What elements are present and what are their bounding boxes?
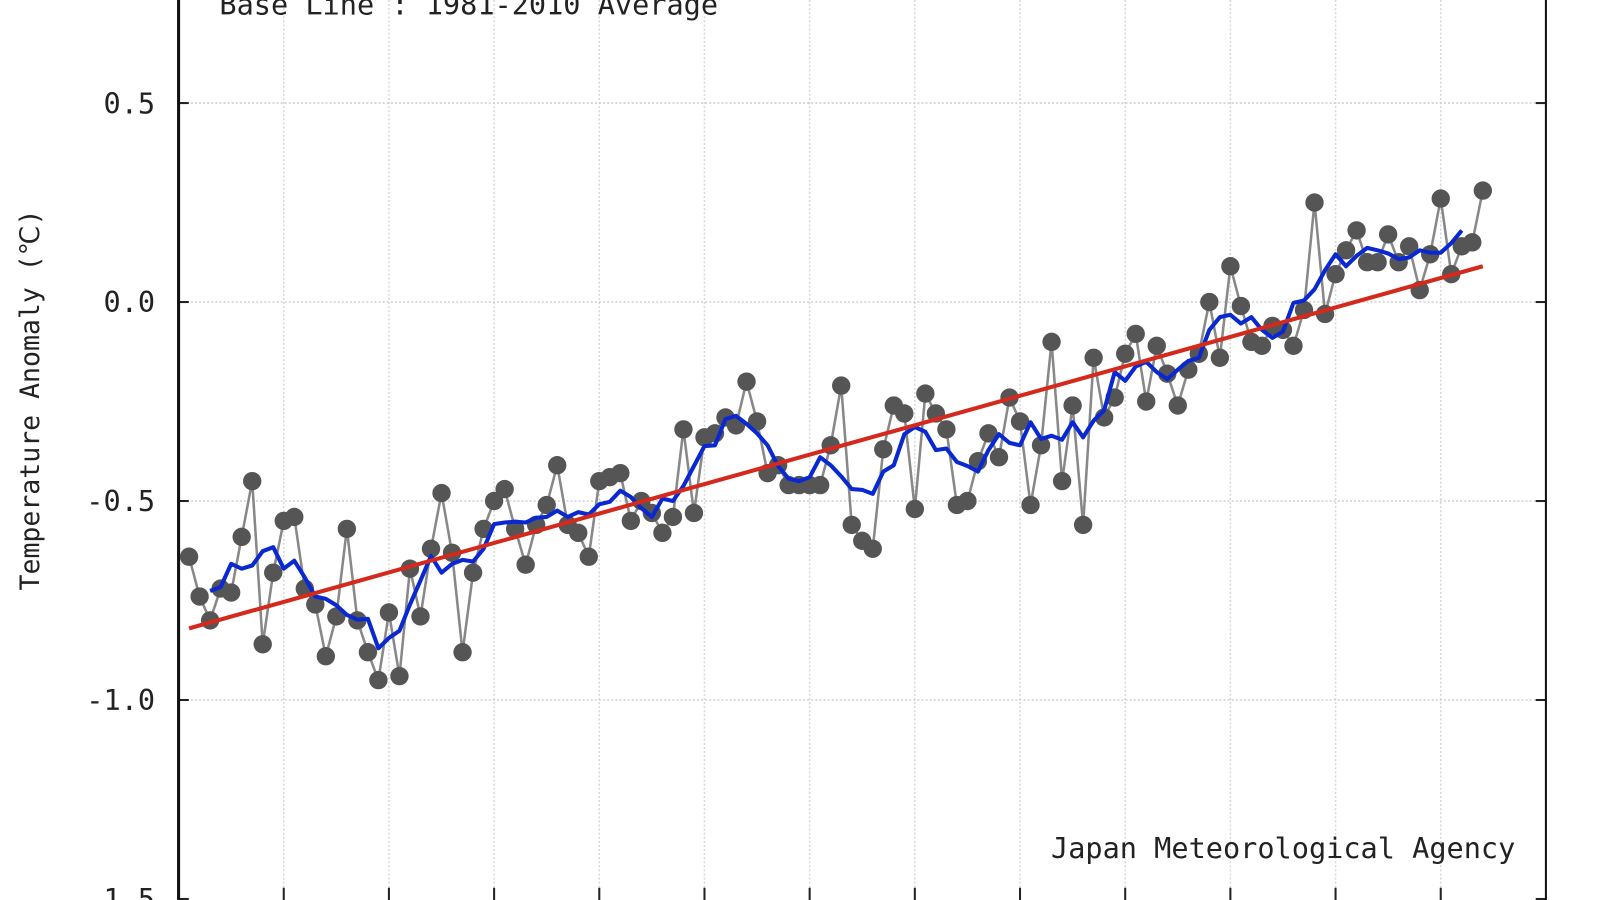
annual-anomaly-point (243, 471, 262, 491)
y-tick-label: -1.0 (86, 683, 155, 717)
annual-anomaly-point (1252, 336, 1272, 355)
annual-anomaly-point (484, 491, 504, 511)
annual-anomaly-point (1221, 257, 1240, 276)
annual-anomaly-point (369, 670, 388, 690)
y-axis-label: Temperature Anomaly (℃) (15, 210, 46, 591)
annual-anomaly-point (285, 507, 304, 527)
annual-anomaly-point (264, 563, 283, 582)
annual-anomaly-point (989, 448, 1009, 467)
annual-anomaly-point (1021, 495, 1040, 515)
annual-anomaly-point (1473, 181, 1492, 200)
annual-anomaly-point (253, 635, 272, 654)
annual-anomaly-point (1200, 292, 1219, 312)
annual-anomaly-point (179, 547, 199, 566)
annual-anomaly-point (411, 607, 430, 626)
source-annotation: Japan Meteorological Agency (1051, 831, 1515, 865)
annual-anomaly-point (1126, 324, 1145, 344)
annual-anomaly-point (1042, 332, 1061, 352)
annual-anomaly-point (842, 515, 861, 535)
annual-anomaly-point (653, 523, 672, 543)
annual-anomaly-point (505, 519, 525, 539)
annual-anomaly-point (1168, 396, 1187, 415)
annual-anomaly-point (421, 539, 441, 558)
annual-anomaly-point (747, 412, 767, 431)
annual-anomaly-point (579, 547, 598, 566)
annual-anomaly-point (453, 643, 472, 662)
annual-anomaly-point (569, 523, 588, 543)
annual-anomaly-point (1231, 296, 1251, 316)
y-tick-label: -1.5 (86, 882, 155, 900)
annual-anomaly-point (832, 376, 851, 395)
annual-anomaly-point (810, 475, 830, 495)
annual-anomaly-point (495, 479, 514, 499)
annual-anomaly-point (895, 404, 914, 423)
y-tick-label: -0.5 (86, 484, 155, 518)
annual-anomaly-point (1116, 344, 1135, 363)
annual-anomaly-point (190, 587, 209, 606)
annual-anomaly-point (905, 499, 925, 519)
annual-anomaly-point (1084, 348, 1103, 367)
annual-anomaly-point (663, 507, 683, 527)
annual-anomaly-point (1031, 436, 1051, 455)
annual-anomaly-point (863, 539, 882, 558)
annual-anomaly-point (1347, 221, 1366, 240)
y-ticks: 0.5 0.0 -0.5 -1.0 -1.5 (86, 86, 155, 900)
trend-line (188, 264, 1484, 631)
annual-anomaly-point (1400, 237, 1419, 256)
annual-anomaly-point (358, 643, 378, 662)
annual-anomaly-point (1137, 392, 1156, 411)
annual-anomaly-point (463, 563, 483, 582)
annual-anomaly-point (621, 511, 641, 531)
annual-anomaly-point (306, 595, 325, 614)
annual-anomaly-point (1147, 336, 1166, 355)
annual-anomaly-point (1378, 225, 1398, 244)
axes (177, 0, 1547, 900)
data-marks (179, 181, 1492, 690)
annual-anomaly-point (1210, 348, 1230, 367)
annual-anomaly-point (737, 372, 756, 391)
annual-anomaly-point (1063, 396, 1082, 415)
annual-anomaly-point (1368, 253, 1387, 272)
annual-anomaly-point (684, 503, 704, 523)
annual-anomaly-point (1431, 189, 1450, 208)
annual-anomaly-point (432, 483, 451, 503)
annual-anomaly-point (379, 603, 399, 622)
annual-anomaly-point (1010, 412, 1030, 431)
annual-anomaly-point (516, 555, 535, 574)
running-mean-line (209, 229, 1464, 651)
chart-title: Base Line : 1981-2010 Average (219, 0, 718, 21)
grid (178, 0, 1546, 900)
annual-anomaly-point (674, 420, 693, 439)
annual-anomaly-point (916, 384, 935, 403)
y-tick-label: 0.0 (104, 285, 156, 319)
annual-anomaly-point (1305, 193, 1324, 212)
annual-anomaly-point (221, 583, 241, 602)
annual-anomaly-point (316, 647, 336, 666)
y-tick-label: 0.5 (104, 86, 156, 120)
annual-anomaly-point (537, 495, 556, 515)
annual-anomaly-point (1326, 265, 1345, 284)
annual-anomaly-point (937, 420, 956, 439)
annual-anomaly-point (232, 527, 251, 547)
annual-anomaly-point (548, 456, 567, 475)
annual-anomaly-point (1463, 233, 1482, 252)
annual-anomaly-point (390, 666, 409, 686)
annual-anomaly-point (958, 491, 977, 511)
annual-anomaly-point (874, 440, 893, 459)
annual-anomaly-point (1073, 515, 1093, 535)
annual-anomaly-point (1052, 471, 1072, 491)
annual-anomaly-point (611, 463, 630, 483)
annual-anomaly-point (337, 519, 357, 539)
annual-anomaly-point (1336, 241, 1356, 260)
annual-anomaly-point (1284, 336, 1303, 355)
annual-anomaly-point (979, 424, 998, 443)
